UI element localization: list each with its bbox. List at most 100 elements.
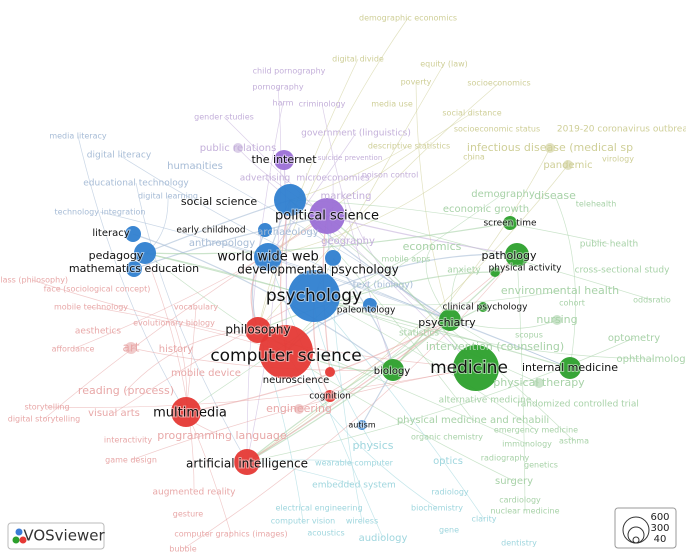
faint-label: wireless bbox=[346, 517, 378, 526]
faint-label: physical therapy bbox=[493, 376, 585, 389]
size-legend: 600 300 40 bbox=[614, 507, 677, 549]
faint-label: embedded system bbox=[312, 481, 396, 491]
faint-label: computer vision bbox=[271, 517, 335, 526]
legend-label: 40 bbox=[654, 534, 667, 545]
faint-label: nuclear medicine bbox=[490, 507, 559, 516]
faint-label: art bbox=[123, 341, 140, 355]
logo-icon bbox=[19, 536, 27, 544]
faint-label: gender studies bbox=[194, 113, 254, 122]
edge bbox=[132, 233, 394, 371]
edge bbox=[257, 271, 496, 331]
edge bbox=[185, 193, 504, 413]
faint-label: ophthalmology bbox=[617, 354, 686, 365]
edge bbox=[415, 81, 451, 321]
node bbox=[503, 216, 517, 230]
faint-label: geography bbox=[321, 236, 375, 247]
faint-label: poison control bbox=[362, 171, 419, 180]
faint-label: cardiology bbox=[499, 496, 541, 505]
node-label: the internet bbox=[251, 153, 317, 166]
edge bbox=[289, 199, 451, 321]
faint-label: dentistry bbox=[501, 539, 537, 548]
faint-label: economic growth bbox=[443, 204, 529, 215]
node bbox=[309, 198, 345, 234]
node bbox=[382, 359, 404, 381]
edge bbox=[135, 182, 248, 463]
node bbox=[552, 315, 562, 325]
edges bbox=[31, 17, 655, 550]
edge bbox=[313, 253, 518, 297]
faint-label: game design bbox=[105, 456, 157, 465]
node bbox=[357, 420, 367, 430]
node bbox=[545, 143, 555, 153]
faint-label: anxiety bbox=[447, 266, 481, 276]
edge bbox=[313, 295, 485, 520]
faint-label: clarity bbox=[472, 515, 497, 524]
edge bbox=[326, 215, 477, 369]
faint-label: electrical engineering bbox=[275, 504, 362, 513]
node-label: multimedia bbox=[153, 406, 227, 421]
faint-label: computer graphics (images) bbox=[174, 530, 287, 539]
node-label: medicine bbox=[430, 358, 508, 378]
edge bbox=[516, 254, 526, 512]
node-label: social science bbox=[181, 195, 257, 208]
faint-label: digital literacy bbox=[87, 151, 152, 161]
faint-label: genetics bbox=[524, 461, 558, 470]
faint-label: mobile technology bbox=[54, 303, 128, 312]
faint-label: optometry bbox=[608, 333, 660, 344]
faint-label: educational technology bbox=[83, 179, 189, 189]
edge bbox=[125, 329, 259, 392]
faint-label: socioeconomics bbox=[467, 79, 530, 88]
edge bbox=[246, 164, 569, 463]
edge bbox=[313, 295, 537, 431]
node-label: early childhood bbox=[176, 226, 245, 236]
faint-label: programming language bbox=[157, 429, 287, 442]
faint-label: alternative medicine bbox=[439, 396, 532, 406]
node bbox=[254, 243, 282, 271]
faint-label: interactivity bbox=[104, 436, 152, 445]
node bbox=[171, 397, 201, 427]
faint-label: asthma bbox=[559, 437, 589, 446]
node-label: internal medicine bbox=[522, 361, 618, 374]
faint-label: intervention (counseling) bbox=[426, 340, 564, 353]
faint-label: infectious disease (medical sp bbox=[467, 141, 633, 154]
node bbox=[294, 404, 304, 414]
faint-label: scopus bbox=[515, 331, 543, 340]
edge bbox=[144, 199, 291, 254]
faint-label: emergency medicine bbox=[494, 426, 578, 435]
faint-label: marketing bbox=[321, 191, 372, 202]
edge bbox=[144, 252, 571, 369]
node bbox=[490, 267, 500, 277]
node bbox=[505, 243, 529, 267]
faint-label: advertising bbox=[240, 174, 290, 184]
node-label: autism bbox=[348, 421, 376, 430]
node-label: screen time bbox=[483, 219, 537, 229]
faint-label: history bbox=[159, 344, 193, 355]
faint-label: 2019-20 coronavirus outbreak bbox=[557, 125, 686, 135]
faint-label: bubble bbox=[169, 545, 197, 554]
node-label: mathematics education bbox=[69, 262, 199, 275]
faint-label: disease bbox=[534, 189, 576, 202]
nodes bbox=[125, 143, 581, 475]
faint-label: child pornography bbox=[253, 67, 326, 76]
edge bbox=[130, 367, 477, 461]
node bbox=[288, 270, 340, 322]
faint-label: media literacy bbox=[49, 132, 107, 141]
faint-label: digital storytelling bbox=[8, 415, 81, 424]
node-label: physical activity bbox=[489, 264, 563, 274]
legend-circle bbox=[632, 536, 640, 544]
edge bbox=[425, 246, 451, 321]
node-label: pathology bbox=[481, 249, 537, 262]
faint-label: radiology bbox=[431, 488, 469, 497]
faint-label: china bbox=[463, 153, 485, 162]
faint-label: biochemistry bbox=[411, 504, 463, 513]
logo[interactable]: VOSviewer bbox=[7, 522, 105, 550]
faint-label: descriptive statistics bbox=[368, 142, 450, 151]
faint-label: digital learning bbox=[138, 192, 198, 201]
edge bbox=[313, 63, 445, 297]
node bbox=[563, 160, 573, 170]
faint-label: demographic economics bbox=[359, 14, 457, 23]
node bbox=[478, 302, 488, 312]
labels: demographic economics digital divide equit… bbox=[0, 14, 686, 554]
node bbox=[233, 143, 243, 153]
